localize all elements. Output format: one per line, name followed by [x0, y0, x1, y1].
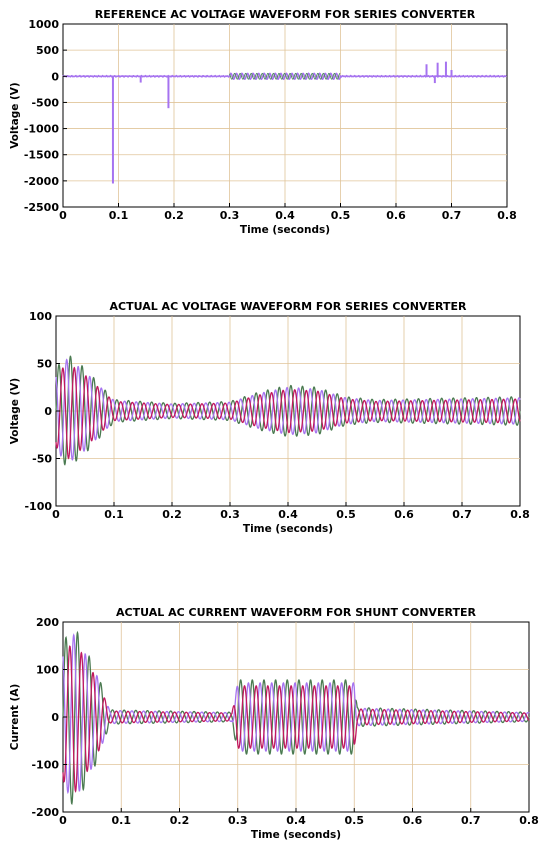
x-tick-label: 0.5 [331, 209, 351, 222]
x-tick-label: 0.6 [403, 814, 423, 827]
y-tick-label: -2500 [24, 201, 60, 214]
y-tick-label: 100 [36, 664, 59, 677]
x-tick-label: 0.4 [278, 508, 298, 521]
x-axis-label: Time (seconds) [240, 224, 330, 236]
x-tick-label: 0.2 [170, 814, 190, 827]
x-tick-label: 0.1 [104, 508, 124, 521]
x-tick-label: 0.8 [519, 814, 539, 827]
y-tick-label: 0 [44, 405, 52, 418]
x-tick-label: 0.7 [442, 209, 462, 222]
y-axis-label: Voltage (V) [9, 378, 21, 445]
x-tick-label: 0.8 [497, 209, 517, 222]
x-tick-label: 0.7 [452, 508, 472, 521]
series-line [55, 355, 521, 466]
x-tick-label: 0.2 [162, 508, 182, 521]
chart-title: ACTUAL AC VOLTAGE WAVEFORM FOR SERIES CO… [110, 300, 467, 313]
y-tick-label: 50 [37, 358, 53, 371]
y-tick-label: -100 [24, 500, 52, 513]
x-tick-label: 0.1 [112, 814, 132, 827]
y-tick-label: -100 [31, 759, 59, 772]
y-tick-label: -500 [31, 96, 59, 109]
series-line [55, 358, 521, 461]
x-tick-label: 0.3 [228, 814, 248, 827]
y-tick-label: 0 [51, 711, 59, 724]
chart-2: 0 0.1 0.2 0.3 0.4 0.5 0.6 0.7 0.8 100 50 0 -50 -100 AC… [9, 300, 530, 535]
series-line [62, 645, 530, 793]
series-line [62, 72, 507, 81]
series-group [62, 630, 530, 806]
x-axis-label: Time (seconds) [251, 829, 341, 841]
x-tick-label: 0.4 [286, 814, 306, 827]
y-tick-label: 1000 [28, 18, 59, 31]
y-tick-label: -1000 [24, 123, 60, 136]
x-tick-label: 0.3 [220, 209, 240, 222]
x-tick-label: 0.6 [394, 508, 414, 521]
y-tick-label: 100 [29, 310, 52, 323]
chart-title: ACTUAL AC CURRENT WAVEFORM FOR SHUNT CON… [116, 606, 476, 619]
series-line [62, 630, 530, 806]
x-tick-label: 0.8 [510, 508, 530, 521]
y-tick-label: 0 [51, 70, 59, 83]
x-tick-label: 0.5 [345, 814, 365, 827]
series-line [62, 633, 530, 795]
x-tick-label: 0.5 [336, 508, 356, 521]
y-axis-label: Current (A) [9, 684, 21, 751]
x-tick-label: 0.3 [220, 508, 240, 521]
y-tick-label: 200 [36, 616, 59, 629]
x-tick-label: 0 [52, 508, 60, 521]
x-tick-label: 0.2 [164, 209, 184, 222]
x-tick-label: 0.1 [109, 209, 129, 222]
x-tick-label: 0 [59, 814, 67, 827]
y-axis-label: Voltage (V) [9, 82, 21, 149]
series-line [55, 366, 521, 460]
series-line [229, 72, 341, 80]
y-tick-label: -2000 [24, 175, 60, 188]
x-tick-label: 0.6 [386, 209, 406, 222]
y-tick-label: 500 [36, 44, 59, 57]
y-tick-label: -200 [31, 806, 59, 819]
x-tick-label: 0 [59, 209, 67, 222]
x-tick-label: 0.4 [275, 209, 295, 222]
chart-1: 0 0.1 0.2 0.3 0.4 0.5 0.6 0.7 0.8 1000 500 0 -500 -10… [9, 8, 517, 236]
y-tick-label: -50 [32, 453, 52, 466]
chart-title: REFERENCE AC VOLTAGE WAVEFORM FOR SERIES… [95, 8, 476, 21]
x-axis-label: Time (seconds) [243, 523, 333, 535]
x-tick-label: 0.7 [461, 814, 481, 827]
y-tick-label: -1500 [24, 149, 60, 162]
series-group [62, 61, 507, 184]
chart-3: 0 0.1 0.2 0.3 0.4 0.5 0.6 0.7 0.8 200 100 0 -100 -200… [9, 606, 539, 841]
series-group [55, 355, 521, 466]
